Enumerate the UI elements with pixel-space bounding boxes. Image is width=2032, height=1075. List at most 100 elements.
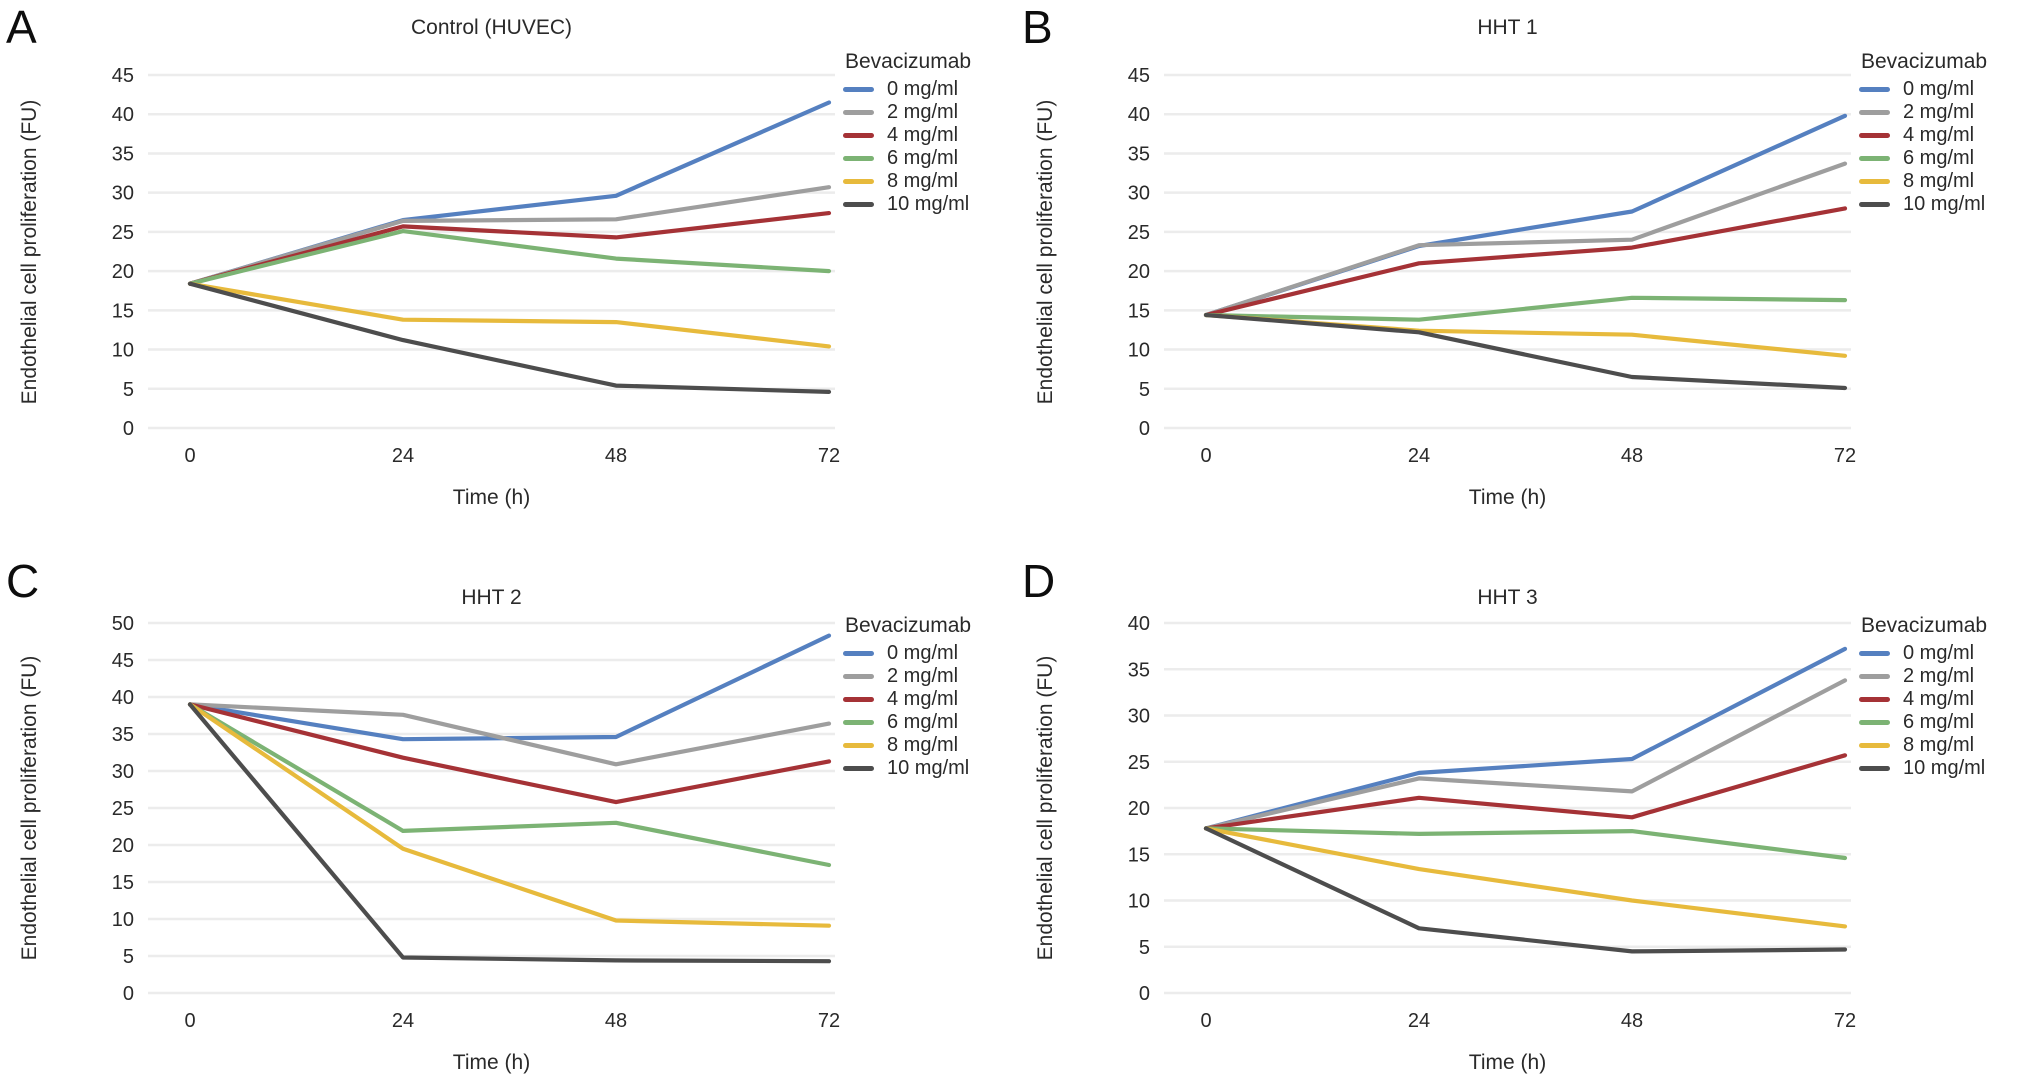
legend-line-swatch (1859, 651, 1890, 656)
legend-item: 8 mg/ml (1859, 734, 2032, 757)
y-tick-label: 25 (1128, 752, 1150, 774)
y-tick-label: 40 (112, 687, 134, 709)
panel-letter: B (1022, 1, 1053, 53)
legend: Bevacizumab 0 mg/ml 2 mg/ml 4 mg/ml 6 mg/ml… (1859, 614, 2032, 780)
series-line-10-mg-ml (187, 702, 832, 964)
series-line-4-mg-ml (1203, 753, 1848, 831)
y-tick-label: 30 (1128, 183, 1150, 205)
legend-label: 4 mg/ml (887, 688, 959, 710)
x-tick-label: 72 (818, 445, 840, 467)
legend-label: 0 mg/ml (887, 78, 959, 100)
legend-title: Bevacizumab (845, 614, 972, 637)
legend-item: 4 mg/ml (1859, 688, 2032, 711)
x-tick-label: 48 (1621, 1010, 1643, 1032)
legend-label: 10 mg/ml (887, 193, 970, 215)
legend-item: 6 mg/ml (1859, 711, 2032, 734)
y-tick-label: 10 (112, 340, 134, 362)
legend-item: 0 mg/ml (1859, 78, 2032, 101)
y-tick-label: 15 (1128, 844, 1150, 866)
x-axis-label: Time (h) (452, 1051, 531, 1074)
legend-label: 6 mg/ml (1903, 711, 1975, 733)
y-tick-label: 20 (112, 835, 134, 857)
y-tick-label: 40 (112, 104, 134, 126)
series-line-8-mg-ml (1203, 826, 1848, 929)
x-tick-label: 24 (1408, 1010, 1430, 1032)
panel-letter: C (6, 555, 40, 607)
legend-title: Bevacizumab (1861, 614, 1988, 637)
y-tick-label: 15 (1128, 300, 1150, 322)
y-tick-label: 40 (1128, 613, 1150, 635)
x-tick-label: 48 (605, 445, 627, 467)
y-tick-label: 5 (123, 946, 134, 968)
y-tick-label: 35 (112, 724, 134, 746)
series-line-2-mg-ml (1203, 161, 1848, 318)
y-tick-label: 15 (112, 872, 134, 894)
y-tick-label: 0 (123, 418, 134, 440)
legend-label: 6 mg/ml (1903, 147, 1975, 169)
legend-line-swatch (1859, 743, 1890, 748)
y-tick-label: 35 (112, 143, 134, 165)
series-line-2-mg-ml (1203, 678, 1848, 831)
legend-line-swatch (843, 87, 874, 92)
legend-label: 8 mg/ml (1903, 170, 1975, 192)
y-tick-label: 10 (1128, 340, 1150, 362)
y-tick-label: 15 (112, 300, 134, 322)
legend-label: 8 mg/ml (887, 734, 959, 756)
y-tick-label: 30 (112, 183, 134, 205)
legend-item: 10 mg/ml (843, 757, 1028, 780)
legend-line-swatch (1859, 133, 1890, 138)
y-tick-label: 45 (1128, 65, 1150, 87)
y-tick-label: 0 (1139, 418, 1150, 440)
legend-item: 8 mg/ml (843, 734, 1028, 757)
legend-item: 6 mg/ml (1859, 147, 2032, 170)
x-axis-label: Time (h) (1468, 486, 1547, 509)
legend-line-swatch (1859, 87, 1890, 92)
legend-title: Bevacizumab (1861, 50, 1988, 73)
panel-d: D HHT 3 Endothelial cell proliferation (… (1016, 520, 2032, 1074)
x-tick-label: 0 (1200, 1010, 1211, 1032)
y-tick-label: 5 (1139, 379, 1150, 401)
legend-item: 4 mg/ml (843, 688, 1028, 711)
legend-label: 0 mg/ml (1903, 642, 1975, 664)
legend-item: 4 mg/ml (1859, 124, 2032, 147)
panel-b: B HHT 1 Endothelial cell proliferation (… (1016, 0, 2032, 520)
legend-label: 8 mg/ml (1903, 734, 1975, 756)
legend-line-swatch (1859, 674, 1890, 679)
y-tick-label: 20 (1128, 798, 1150, 820)
y-tick-label: 20 (1128, 261, 1150, 283)
x-tick-label: 48 (605, 1010, 627, 1032)
legend-item: 8 mg/ml (843, 170, 1028, 193)
legend-line-swatch (843, 156, 874, 161)
series-line-0-mg-ml (1203, 646, 1848, 831)
series-line-2-mg-ml (187, 185, 832, 286)
series-line-6-mg-ml (1203, 826, 1848, 861)
legend-item: 0 mg/ml (843, 642, 1028, 665)
x-tick-label: 24 (1408, 445, 1430, 467)
series-line-4-mg-ml (187, 211, 832, 286)
legend: Bevacizumab 0 mg/ml 2 mg/ml 4 mg/ml 6 mg/ml… (843, 50, 1028, 216)
chart-title: Control (HUVEC) (410, 16, 573, 39)
series-line-8-mg-ml (187, 281, 832, 349)
x-tick-label: 24 (392, 445, 414, 467)
legend-line-swatch (1859, 156, 1890, 161)
legend-line-swatch (843, 133, 874, 138)
y-tick-label: 25 (112, 798, 134, 820)
y-tick-label: 45 (112, 650, 134, 672)
legend-line-swatch (843, 720, 874, 725)
x-tick-label: 72 (1834, 445, 1856, 467)
chart-title: HHT 2 (461, 586, 522, 609)
legend-label: 2 mg/ml (887, 101, 959, 123)
legend-label: 10 mg/ml (1903, 757, 1986, 779)
panel-letter: D (1022, 555, 1056, 607)
y-tick-label: 5 (123, 379, 134, 401)
legend-line-swatch (1859, 202, 1890, 207)
legend-item: 8 mg/ml (1859, 170, 2032, 193)
x-axis-label: Time (h) (452, 486, 531, 509)
line-plot: 0 5 10 15 20 25 30 35 40 45 0 24 48 72 (1128, 65, 1856, 467)
line-plot: 0 5 10 15 20 25 30 35 40 45 50 0 24 48 72 (112, 613, 840, 1032)
legend-item: 2 mg/ml (843, 665, 1028, 688)
legend-label: 4 mg/ml (887, 124, 959, 146)
panel-c: C HHT 2 Endothelial cell proliferation (… (0, 520, 1016, 1074)
x-axis-label: Time (h) (1468, 1051, 1547, 1074)
legend-label: 2 mg/ml (1903, 101, 1975, 123)
